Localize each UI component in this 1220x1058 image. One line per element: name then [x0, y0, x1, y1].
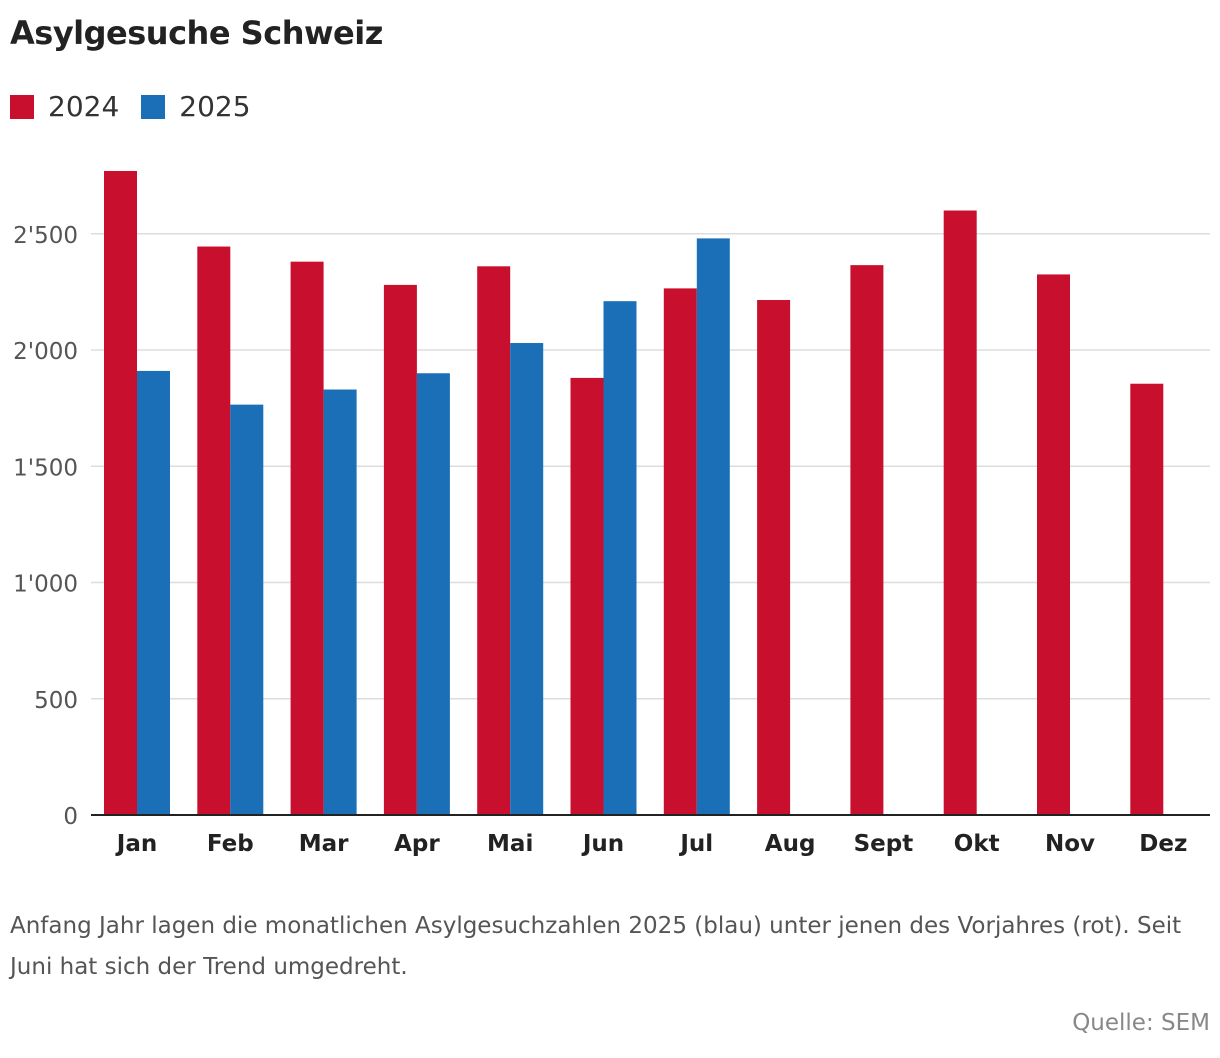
bar-2024-Sept: [850, 265, 884, 815]
x-tick-label: Mar: [299, 831, 349, 857]
x-tick-label: Mai: [487, 831, 533, 857]
bar-2024-Apr: [383, 284, 417, 815]
x-tick-label: Aug: [765, 831, 816, 857]
legend-swatch-2024: [10, 94, 34, 119]
legend: 2024 2025: [10, 90, 251, 123]
x-tick-label: Jan: [115, 831, 157, 857]
bar-2025-Mar: [323, 389, 357, 815]
bar-2025-Jan: [137, 370, 170, 815]
bar-2024-Okt: [943, 210, 977, 815]
legend-swatch-2025: [141, 94, 166, 119]
bar-2025-Jun: [603, 301, 637, 815]
chart-caption: Anfang Jahr lagen die monatlichen Asylge…: [10, 913, 1182, 980]
legend-item-2025: 2025: [141, 90, 251, 123]
bar-2025-Apr: [416, 373, 450, 815]
x-tick-label: Feb: [207, 831, 254, 857]
bar-2024-Feb: [197, 246, 231, 816]
x-tick-label: Dez: [1139, 831, 1187, 857]
bar-2024-Mai: [477, 266, 511, 815]
y-tick-label: 0: [63, 804, 78, 830]
x-tick-label: Sept: [854, 831, 914, 857]
legend-item-2024: 2024: [10, 90, 119, 123]
bar-2024-Jan: [104, 170, 137, 816]
x-tick-label: Jul: [678, 831, 713, 857]
y-tick-label: 1'000: [13, 572, 78, 598]
y-tick-label: 1'500: [13, 455, 78, 481]
y-tick-label: 2'000: [13, 339, 78, 365]
bar-2024-Nov: [1037, 274, 1070, 815]
bar-2024-Jul: [663, 288, 697, 815]
bar-2025-Feb: [230, 404, 264, 815]
chart-title: Asylgesuche Schweiz: [10, 14, 383, 52]
x-tick-label: Nov: [1045, 831, 1095, 857]
source-note: Quelle: SEM: [1072, 1010, 1210, 1036]
x-tick-label: Jun: [581, 831, 624, 857]
y-tick-label: 500: [34, 688, 78, 714]
bar-2024-Jun: [570, 377, 604, 815]
bar-2025-Jul: [696, 238, 730, 815]
legend-label-2024: 2024: [48, 90, 120, 123]
bar-2025-Mai: [510, 343, 544, 815]
bar-2024-Dez: [1130, 383, 1164, 815]
bar-2024-Aug: [757, 300, 791, 815]
legend-label-2025: 2025: [179, 90, 251, 123]
y-tick-label: 2'500: [13, 223, 78, 249]
bar-chart: 0 500 1'000 1'500 2'000 2'500 Jan Feb Mar Apr Mai J…: [13, 170, 1210, 857]
x-tick-label: Okt: [954, 831, 1000, 857]
bar-2024-Mar: [290, 261, 324, 815]
x-tick-label: Apr: [394, 831, 440, 857]
